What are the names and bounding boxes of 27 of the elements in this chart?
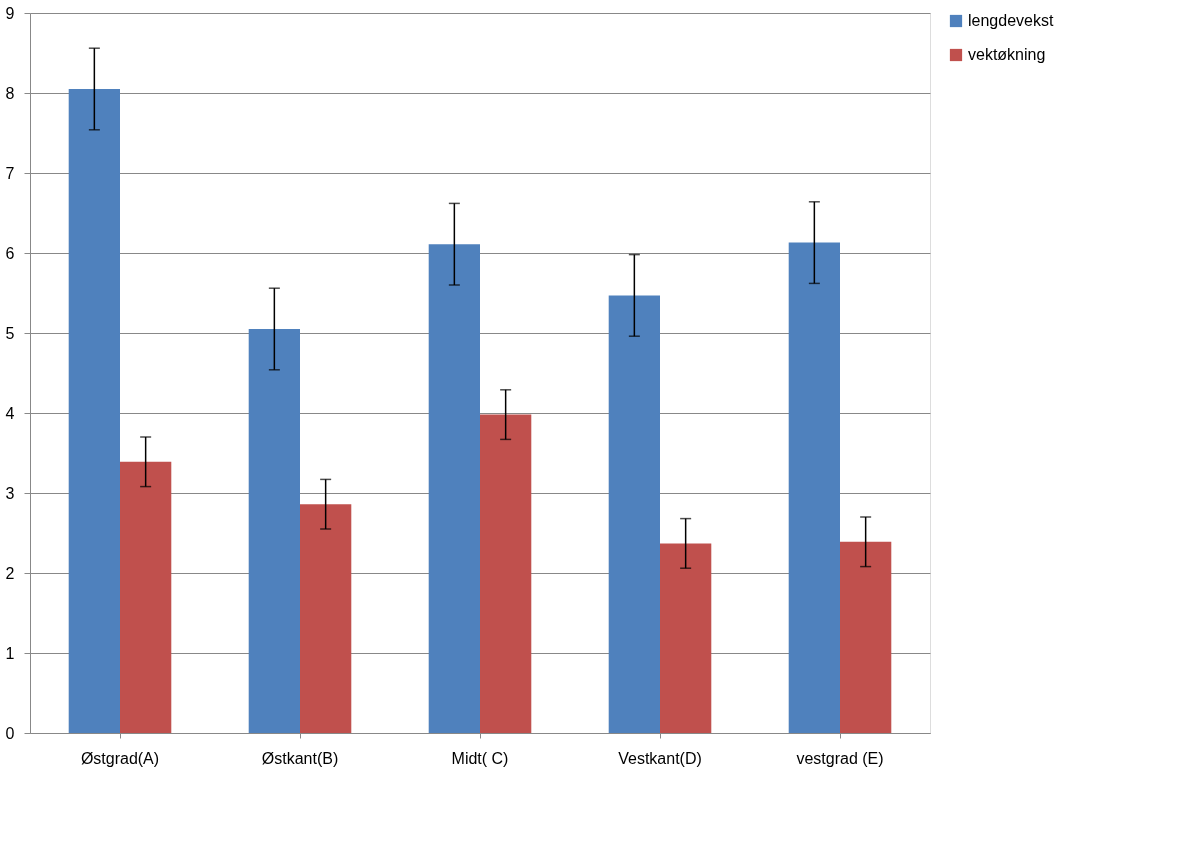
x-tick-label: vestgrad (E) (796, 749, 884, 767)
bar (480, 414, 532, 733)
legend-label: lengdevekst (968, 12, 1054, 29)
bar (300, 504, 352, 733)
y-tick-label: 3 (5, 484, 15, 502)
bar (248, 329, 300, 733)
y-tick-label: 8 (5, 84, 15, 102)
y-tick-label: 1 (5, 644, 15, 662)
x-tick-label: Vestkant(D) (618, 749, 702, 767)
y-tick-label: 2 (5, 564, 15, 582)
bar (660, 543, 712, 733)
bar (840, 541, 892, 733)
bar (608, 295, 660, 733)
x-tick-label: Midt( C) (451, 749, 509, 767)
x-tick-label: Østkant(B) (261, 749, 339, 767)
bar (428, 244, 480, 733)
bar (68, 89, 120, 733)
y-tick-label: 5 (5, 324, 15, 342)
x-tick-label: Østgrad(A) (80, 749, 160, 767)
y-tick-label: 7 (5, 164, 15, 182)
bar (120, 461, 172, 733)
legend-label: vektøkning (968, 46, 1046, 63)
y-tick-label: 9 (5, 4, 15, 22)
y-tick-label: 4 (5, 404, 15, 422)
y-tick-label: 0 (5, 724, 15, 742)
bar (788, 242, 840, 733)
y-tick-label: 6 (5, 244, 15, 262)
